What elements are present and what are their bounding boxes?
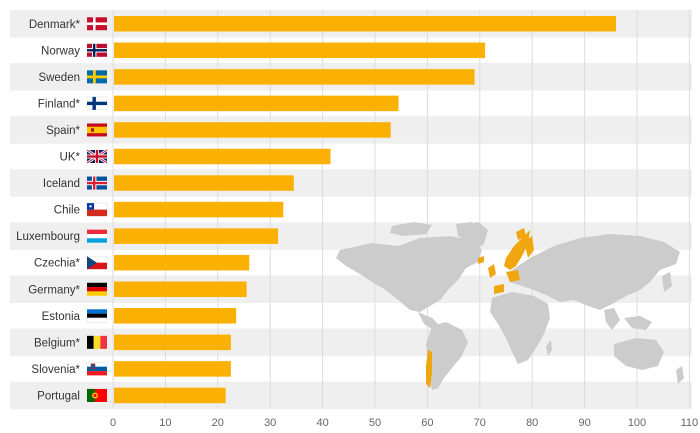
x-tick-label: 40 xyxy=(316,417,328,429)
flag-chile-icon xyxy=(86,202,108,217)
bars xyxy=(114,16,617,404)
x-tick-label: 50 xyxy=(369,417,381,429)
landmass xyxy=(662,272,672,292)
bar xyxy=(114,95,399,112)
category-label: Sweden xyxy=(38,72,80,84)
highlighted-country xyxy=(488,264,496,278)
flag-germany-icon xyxy=(87,282,107,296)
category-label: Slovenia* xyxy=(31,364,80,376)
bar xyxy=(114,361,231,377)
category-label: Czechia* xyxy=(34,258,81,270)
x-tick-label: 70 xyxy=(474,417,486,429)
row-band xyxy=(10,169,692,197)
x-tick-label: 100 xyxy=(628,417,646,429)
category-label: Luxembourg xyxy=(16,231,80,243)
flag-finland-icon xyxy=(86,96,108,111)
x-axis-ticks: 0 10 20 30 40 50 60 70 80 90 100 110 xyxy=(110,417,698,429)
flag-portugal-icon xyxy=(87,388,107,402)
category-label: Portugal xyxy=(37,390,80,402)
highlighted-country xyxy=(504,230,530,270)
category-label: Norway xyxy=(41,45,80,57)
flag-czechia-icon xyxy=(86,255,108,270)
highlighted-country xyxy=(516,228,526,240)
category-label: Chile xyxy=(54,205,80,217)
bar xyxy=(114,201,284,218)
category-label: Germany* xyxy=(28,284,80,296)
row-band xyxy=(10,381,692,410)
highlighted-country xyxy=(426,350,432,388)
category-label: Finland* xyxy=(38,98,81,110)
highlighted-country xyxy=(506,270,520,282)
category-label: Denmark* xyxy=(29,19,81,31)
category-label: Estonia xyxy=(42,311,81,323)
landmass xyxy=(336,236,482,312)
bar xyxy=(114,308,237,324)
landmass xyxy=(458,222,488,252)
x-tick-label: 0 xyxy=(110,417,116,429)
x-tick-label: 60 xyxy=(421,417,433,429)
bar xyxy=(114,122,391,138)
bar xyxy=(114,16,617,32)
category-labels: Denmark* Norway Sweden Finland* Spain* UK* Ice… xyxy=(16,19,81,403)
category-label: Spain* xyxy=(46,125,80,137)
flag-iceland-icon xyxy=(87,176,107,190)
bar xyxy=(114,69,475,85)
flag-uk-icon xyxy=(86,148,108,165)
landmass xyxy=(490,292,550,364)
bar xyxy=(114,254,250,271)
flag-norway-icon xyxy=(87,43,107,57)
x-tick-label: 110 xyxy=(681,417,699,429)
flag-sweden-icon xyxy=(87,70,107,84)
landmass xyxy=(614,338,664,370)
x-tick-label: 80 xyxy=(526,417,538,429)
landmass xyxy=(604,308,620,330)
highlighted-country xyxy=(524,236,534,258)
bar xyxy=(114,281,247,297)
bar xyxy=(114,148,331,165)
x-tick-label: 30 xyxy=(264,417,276,429)
category-label: Iceland xyxy=(43,178,80,190)
world-map xyxy=(336,222,684,390)
highlighted-country xyxy=(478,256,484,264)
bar xyxy=(114,175,294,191)
x-tick-label: 90 xyxy=(578,417,590,429)
flag-slovenia-icon xyxy=(86,362,108,376)
landmass xyxy=(510,234,680,310)
bar xyxy=(114,334,231,351)
bar xyxy=(114,42,486,59)
row-band xyxy=(10,328,692,357)
landmass xyxy=(546,340,552,356)
flag-denmark-icon xyxy=(87,17,107,31)
highlighted-country xyxy=(494,284,504,294)
x-tick-label: 20 xyxy=(212,417,224,429)
landmass xyxy=(624,316,652,330)
category-label: UK* xyxy=(60,152,81,164)
landmass xyxy=(390,222,432,236)
landmass xyxy=(426,322,468,390)
flag-estonia-icon xyxy=(86,309,108,323)
category-label: Belgium* xyxy=(34,337,81,349)
landmass xyxy=(676,366,684,384)
flag-belgium-icon xyxy=(87,335,107,349)
bar xyxy=(114,228,279,244)
flags xyxy=(86,17,108,402)
flag-luxembourg-icon xyxy=(87,229,107,243)
bar xyxy=(114,387,226,404)
flag-spain-icon xyxy=(87,123,107,137)
x-tick-label: 10 xyxy=(159,417,171,429)
